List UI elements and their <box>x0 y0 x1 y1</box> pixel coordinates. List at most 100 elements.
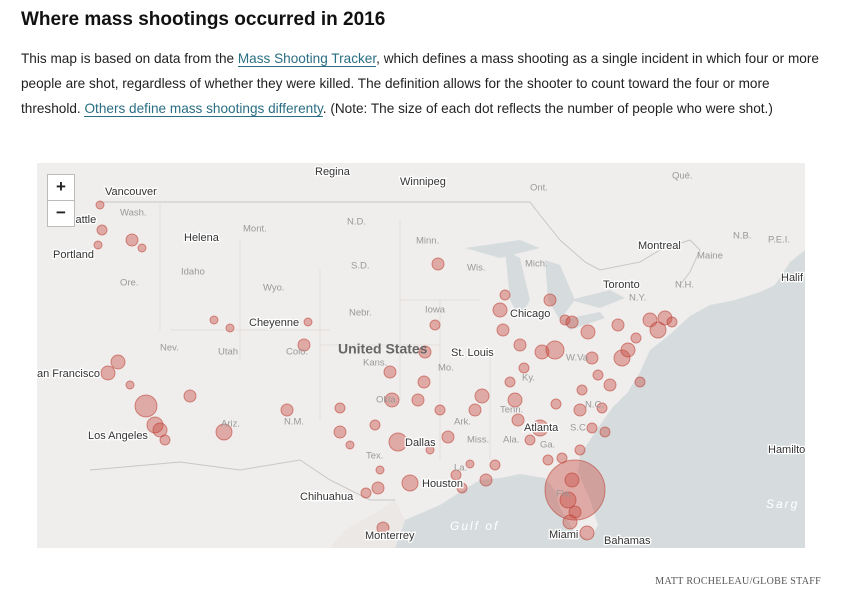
shooting-dot <box>620 342 636 358</box>
border <box>89 459 395 501</box>
map-label: Ark. <box>454 417 471 428</box>
map-label: N.C. <box>585 400 604 411</box>
shooting-dot <box>95 200 105 210</box>
shooting-dot <box>576 384 588 396</box>
map-label: Ont. <box>530 183 548 194</box>
map-label: Vancouver <box>105 186 157 198</box>
map-label: Minn. <box>416 236 439 247</box>
shooting-dot <box>417 375 431 389</box>
shooting-dot <box>152 422 168 438</box>
shooting-dot <box>603 378 617 392</box>
state-borders <box>159 202 491 460</box>
map-label: Colo. <box>286 347 308 358</box>
shooting-dot <box>545 340 565 360</box>
map-label: Montreal <box>638 240 681 252</box>
map-label: Mo. <box>438 363 454 374</box>
shooting-dot <box>596 402 608 414</box>
border <box>100 201 701 286</box>
shooting-dot <box>418 345 432 359</box>
shooting-dot <box>611 318 625 332</box>
shooting-dot <box>215 423 233 441</box>
shooting-dot <box>456 482 468 494</box>
map-label: Wash. <box>120 208 147 219</box>
map-label: Monterrey <box>365 530 415 542</box>
map-label: Cheyenne <box>249 317 299 329</box>
shooting-dot <box>280 403 294 417</box>
shooting-dot <box>565 315 579 329</box>
shooting-dot <box>225 323 235 333</box>
shooting-dot <box>511 413 525 427</box>
shooting-dot <box>534 344 550 360</box>
shooting-dot <box>559 491 577 509</box>
shooting-dot <box>137 243 147 253</box>
map-label: Miss. <box>467 435 489 446</box>
map-label: an Francisco <box>37 368 100 380</box>
shooting-dot <box>556 452 568 464</box>
map-label: United States <box>338 341 428 357</box>
shooting-dot <box>383 365 397 379</box>
shooting-dot <box>134 394 158 418</box>
map-label: Dallas <box>405 437 436 449</box>
map-label: Okla. <box>376 395 398 406</box>
shooting-dot <box>666 316 678 328</box>
shooting-dot <box>564 472 580 488</box>
map-label: Tenn. <box>500 405 523 416</box>
shooting-dot <box>110 354 126 370</box>
map-label: S.C. <box>570 423 588 434</box>
shooting-dot <box>586 422 598 434</box>
map-label: Nev. <box>160 343 179 354</box>
definitions-link[interactable]: Others define mass shootings differenty <box>84 101 323 117</box>
map-label: Regina <box>315 166 351 178</box>
intro-text: This map is based on data from the <box>21 51 238 66</box>
shooting-dot <box>425 445 435 455</box>
shooting-dot <box>585 351 599 365</box>
map-label: W.Va <box>566 353 589 364</box>
credit: MATT ROCHELEAU/GLOBE STAFF <box>655 576 821 587</box>
shooting-dot <box>183 389 197 403</box>
shooting-dot <box>434 404 446 416</box>
map-label: N.M. <box>284 417 304 428</box>
great-lakes <box>465 240 625 330</box>
shooting-dot <box>544 459 606 521</box>
map-label: Maine <box>697 251 723 262</box>
tracker-link[interactable]: Mass Shooting Tracker <box>237 51 377 67</box>
shooting-dot <box>579 525 595 541</box>
map-label: Qué. <box>672 171 693 182</box>
map-label: Halif <box>781 272 804 284</box>
map-label: Sarg <box>766 497 799 511</box>
map-label: Wis. <box>467 263 485 274</box>
map[interactable]: ReginaWinnipegOnt.Qué.VancouverWash.Seat… <box>37 163 805 548</box>
map-label: Ala. <box>503 435 519 446</box>
shooting-dot <box>431 257 445 271</box>
shooting-dot <box>297 338 311 352</box>
shooting-dot <box>634 376 646 388</box>
shooting-dot <box>96 224 108 236</box>
map-label: St. Louis <box>451 347 494 359</box>
shooting-dot <box>441 430 455 444</box>
shooting-dot <box>543 293 557 307</box>
shooting-dot <box>303 317 313 327</box>
map-label: Mont. <box>243 224 267 235</box>
shooting-dot <box>375 465 385 475</box>
zoom-out[interactable]: − <box>47 200 75 227</box>
map-label: N.Y. <box>629 293 646 304</box>
map-label: Idaho <box>181 267 205 278</box>
map-label: Kans. <box>363 358 387 369</box>
shooting-dot <box>125 233 139 247</box>
shooting-dot <box>465 459 475 469</box>
shooting-dot <box>499 289 511 301</box>
shooting-dot <box>580 324 596 340</box>
shooting-dot <box>474 388 490 404</box>
shooting-dot <box>507 392 523 408</box>
map-label: Gulf of <box>450 519 499 533</box>
map-label: Iowa <box>425 305 446 316</box>
shooting-dot <box>513 338 527 352</box>
map-label: Miami <box>549 529 578 541</box>
map-label: Wyo. <box>263 283 285 294</box>
shooting-dot <box>376 521 390 535</box>
zoom-in[interactable]: + <box>47 174 75 201</box>
shooting-dot <box>657 310 673 326</box>
map-label: Tex. <box>366 451 383 462</box>
map-label: Chicago <box>510 308 550 320</box>
map-label: Ky. <box>522 373 535 384</box>
